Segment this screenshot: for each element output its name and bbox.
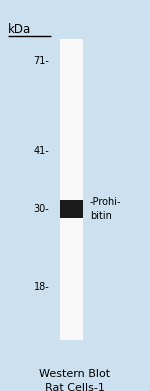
Text: bitin: bitin [90,211,112,221]
Text: 18-: 18- [34,282,50,292]
Text: -Prohi-: -Prohi- [90,197,122,207]
Text: 30-: 30- [34,204,50,214]
Text: kDa: kDa [8,23,32,36]
Bar [60,39,82,340]
Bar [60,200,82,218]
Text: 41-: 41- [34,145,50,156]
Text: Western Blot
Rat Cells-1: Western Blot Rat Cells-1 [39,369,111,391]
Text: 71-: 71- [34,56,50,66]
